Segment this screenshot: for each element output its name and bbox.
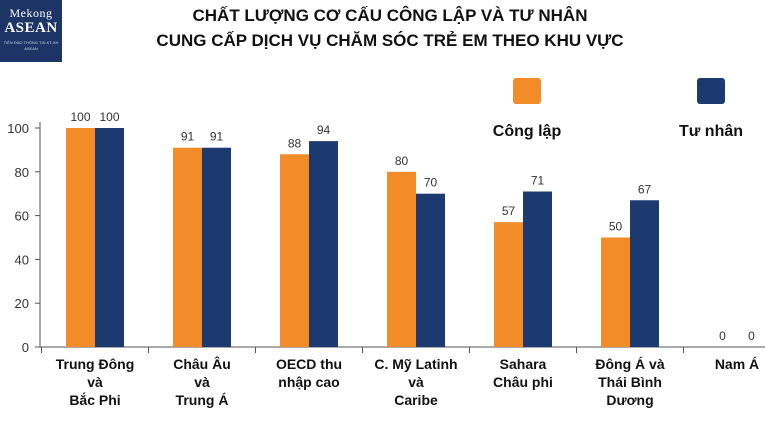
bar-public	[66, 128, 95, 347]
y-tick-label: 40	[15, 252, 29, 267]
bar-value-label: 80	[395, 154, 409, 168]
bar-value-label: 50	[609, 220, 623, 234]
x-category-label: Sahara Châu phi	[493, 356, 553, 390]
legend-swatch-private	[697, 78, 725, 104]
x-category-label-line: và	[408, 374, 424, 390]
x-category-label-line: Thái Bình	[598, 374, 662, 390]
bar-private	[309, 141, 338, 347]
bar-value-label: 70	[424, 176, 438, 190]
x-category-label: OECD thu nhập cao	[276, 356, 342, 390]
bar-value-label: 91	[181, 130, 195, 144]
bar-value-label: 67	[638, 182, 652, 196]
x-category-label-line: Caribe	[394, 392, 438, 408]
x-category-label-line: Dương	[606, 392, 653, 408]
x-category-label: Nam Á	[715, 356, 759, 372]
bar-public	[601, 237, 630, 347]
bar-private	[95, 128, 124, 347]
legend-swatch-public	[513, 78, 541, 104]
bar-value-label: 0	[748, 329, 755, 343]
logo-text-top: Mekong	[9, 6, 53, 20]
x-category-label-line: Nam Á	[715, 356, 759, 372]
bar-private	[202, 147, 231, 347]
bar-value-label: 88	[288, 136, 302, 150]
x-category-label: Trung Đông và Bắc Phi	[56, 356, 135, 408]
bar-public	[387, 171, 416, 347]
bar-value-label: 71	[531, 174, 545, 188]
x-category-label-line: và	[194, 374, 210, 390]
x-category-label: Châu Âu và Trung Á	[173, 355, 231, 408]
x-category-label-line: Sahara	[500, 356, 547, 372]
x-category-label-line: OECD thu	[276, 356, 342, 372]
bar-private	[523, 191, 552, 347]
bar-public	[173, 147, 202, 347]
legend-label-private: Tư nhân	[679, 123, 743, 140]
x-category-label-line: Trung Á	[176, 392, 229, 408]
x-category-label: C. Mỹ Latinh và Caribe	[374, 356, 457, 408]
x-category-label-line: Trung Đông	[56, 356, 135, 372]
bar-private	[630, 200, 659, 347]
bar-value-label: 94	[317, 123, 331, 137]
bar-value-label: 100	[99, 110, 119, 124]
x-category-label-line: C. Mỹ Latinh	[374, 356, 457, 372]
bar-value-label: 100	[70, 110, 90, 124]
x-category-label-line: và	[87, 374, 103, 390]
logo-tagline: TIÊN ĐÀO THÔNG TIN KT-XH ASEAN	[3, 40, 59, 51]
logo-text-main: ASEAN	[4, 20, 58, 36]
y-tick-label: 20	[15, 296, 29, 311]
x-category-label-line: nhập cao	[278, 374, 339, 390]
bar-public	[280, 154, 309, 347]
x-category-label-line: Bắc Phi	[69, 391, 120, 408]
bar-value-label: 91	[210, 130, 224, 144]
x-category-label: Đông Á và Thái Bình Dương	[595, 356, 664, 408]
x-category-label-line: Đông Á và	[595, 356, 664, 372]
y-tick-label: 60	[15, 209, 29, 224]
bar-value-label: 0	[719, 329, 726, 343]
brand-logo: Mekong ASEAN TIÊN ĐÀO THÔNG TIN KT-XH AS…	[0, 0, 62, 62]
chart-title-line-1: CHẤT LƯỢNG CƠ CẤU CÔNG LẬP VÀ TƯ NHÂN	[192, 6, 588, 25]
legend-label-public: Công lập	[493, 123, 562, 140]
y-tick-label: 80	[15, 165, 29, 180]
y-tick-label: 0	[22, 340, 29, 355]
chart-title-line-2: CUNG CẤP DỊCH VỤ CHĂM SÓC TRẺ EM THEO KH…	[156, 31, 624, 50]
bar-public	[494, 222, 523, 347]
x-category-label-line: Châu phi	[493, 374, 553, 390]
bar-value-label: 57	[502, 204, 516, 218]
y-tick-label: 100	[7, 121, 29, 136]
x-category-label-line: Châu Âu	[173, 355, 231, 372]
bar-private	[416, 193, 445, 347]
